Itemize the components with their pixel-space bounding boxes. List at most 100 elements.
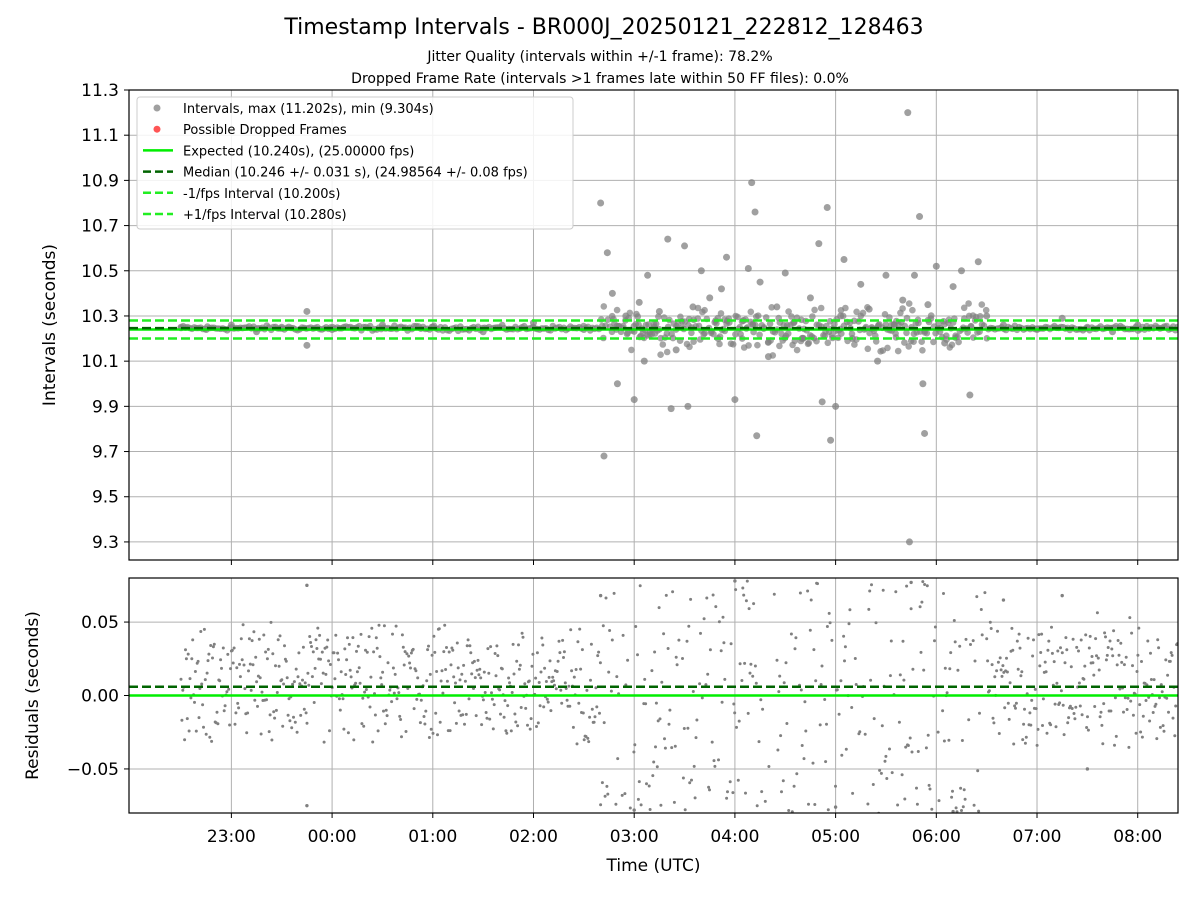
residual-point	[251, 663, 255, 667]
residual-point	[306, 671, 310, 675]
residual-point	[332, 651, 336, 655]
residual-point	[1092, 673, 1096, 677]
residual-point	[982, 552, 985, 555]
residual-point	[738, 662, 742, 666]
residual-point	[1154, 702, 1158, 706]
residual-point	[1014, 701, 1018, 705]
residual-point	[986, 659, 990, 663]
residual-point	[733, 711, 737, 715]
y-axis-label: Residuals (seconds)	[23, 611, 43, 780]
residual-point	[587, 740, 591, 744]
residual-point	[560, 701, 564, 705]
residual-point	[181, 688, 185, 692]
residual-point	[1095, 611, 1099, 615]
residual-point	[216, 722, 220, 726]
residual-point	[865, 519, 868, 522]
residual-point	[439, 679, 443, 683]
residual-point	[857, 856, 860, 859]
residual-point	[1036, 727, 1040, 731]
residual-point	[207, 652, 211, 656]
residual-point	[193, 670, 197, 673]
intervals-plot-area	[129, 90, 1178, 560]
residual-point	[484, 711, 488, 714]
residual-point	[748, 671, 752, 675]
residual-point	[800, 744, 804, 747]
residual-point	[1061, 703, 1065, 707]
residual-point	[652, 760, 656, 764]
residual-point	[697, 509, 700, 512]
residual-point	[686, 726, 690, 730]
residual-point	[1001, 664, 1005, 668]
residual-point	[354, 681, 358, 685]
residual-point	[685, 538, 688, 541]
residual-point	[580, 648, 584, 652]
residual-point	[825, 625, 829, 628]
interval-point	[732, 331, 739, 338]
interval-point	[884, 344, 891, 352]
residual-point	[1138, 703, 1142, 707]
residual-point	[312, 701, 316, 704]
residual-point	[661, 835, 664, 838]
residual-point	[1110, 647, 1114, 651]
residual-point	[1055, 681, 1059, 685]
residual-point	[922, 668, 926, 672]
x-tick-label: 06:00	[912, 827, 961, 847]
residual-point	[1041, 697, 1045, 701]
residual-point	[319, 682, 323, 686]
residual-point	[1031, 654, 1035, 658]
residual-point	[976, 769, 980, 773]
residual-point	[245, 731, 249, 735]
interval-point	[842, 304, 849, 312]
residual-point	[999, 668, 1003, 672]
residual-point	[811, 761, 815, 765]
residual-point	[210, 739, 214, 743]
residual-point	[368, 705, 372, 709]
residual-point	[233, 722, 237, 726]
residual-point	[231, 661, 235, 665]
residual-point	[589, 678, 592, 682]
residual-point	[236, 701, 240, 705]
interval-point	[303, 341, 311, 349]
residual-point	[846, 553, 849, 556]
interval-point	[701, 306, 708, 314]
residual-point	[637, 780, 641, 784]
residual-point	[1158, 696, 1161, 700]
residual-point	[402, 663, 406, 667]
residual-point	[599, 803, 603, 807]
x-tick-label: 05:00	[811, 827, 860, 847]
residual-point	[1140, 735, 1144, 739]
residual-point	[390, 700, 394, 704]
chart-subtitle-jitter: Jitter Quality (intervals within +/-1 fr…	[427, 49, 773, 65]
residual-point	[870, 583, 873, 587]
interval-point	[729, 341, 737, 348]
residual-point	[454, 721, 458, 725]
residual-point	[250, 639, 254, 643]
y-tick-label: 9.9	[92, 397, 119, 417]
residual-point	[1066, 721, 1070, 725]
residual-point	[383, 722, 387, 726]
residual-point	[1140, 660, 1143, 663]
interval-point	[744, 265, 752, 273]
interval-point	[613, 380, 621, 388]
residual-point	[779, 734, 783, 738]
interval-point	[667, 405, 675, 413]
residual-point	[436, 733, 439, 737]
residual-point	[654, 701, 658, 705]
residual-point	[266, 647, 270, 651]
residual-point	[971, 555, 974, 558]
residual-point	[556, 659, 560, 663]
residual-point	[746, 711, 750, 715]
residual-point	[778, 674, 782, 678]
residual-point	[1111, 654, 1115, 658]
residual-point	[916, 750, 920, 753]
residual-point	[1115, 663, 1119, 667]
residual-point	[812, 648, 816, 652]
interval-point	[701, 329, 708, 337]
residual-point	[850, 706, 854, 709]
residual-point	[400, 633, 404, 637]
residual-point	[502, 715, 506, 719]
residual-point	[205, 671, 209, 675]
residual-point	[803, 700, 807, 704]
residual-point	[1035, 743, 1039, 747]
residual-point	[689, 597, 693, 601]
